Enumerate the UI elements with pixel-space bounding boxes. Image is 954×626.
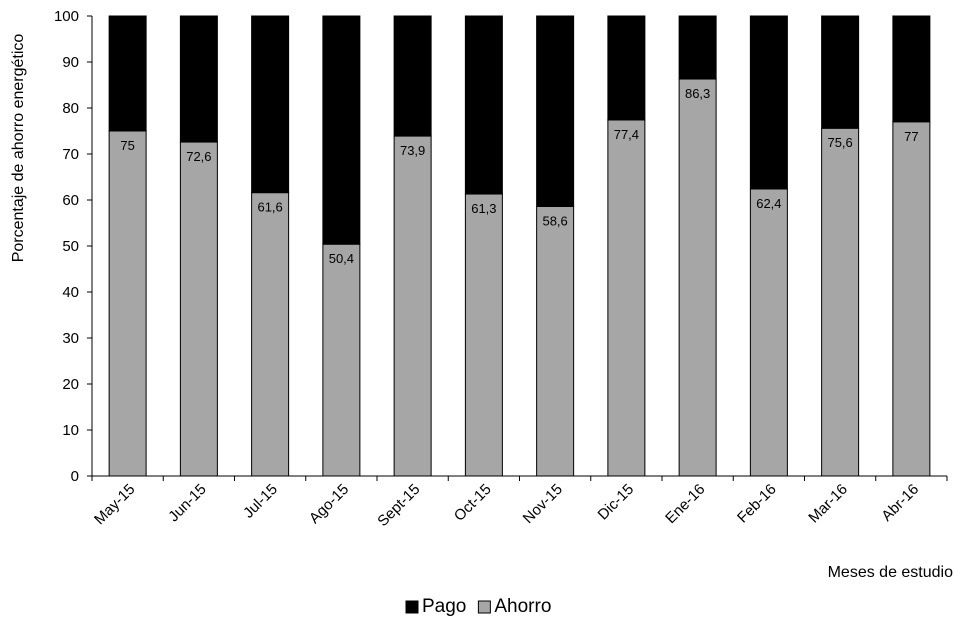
- bar-ahorro: [393, 135, 432, 477]
- legend-label-ahorro: Ahorro: [494, 596, 551, 617]
- bar-ahorro: [892, 121, 931, 477]
- bar-pago: [393, 15, 432, 137]
- y-axis: 0 10 20 30 40 50 60 70 80 90 100: [54, 8, 93, 485]
- x-tick-label: Mar-16: [805, 481, 851, 527]
- y-tick-label: 40: [62, 284, 79, 301]
- x-tick-label: Feb-16: [734, 481, 780, 527]
- y-tick-label: 10: [62, 422, 79, 439]
- x-tick-label: Nov-15: [520, 481, 566, 527]
- x-tick-label: Jul-15: [240, 481, 281, 522]
- bar-pago: [821, 15, 860, 129]
- x-tick-label: Sept-15: [374, 481, 423, 530]
- bar-ahorro: [821, 127, 860, 477]
- bar-pago: [322, 15, 361, 245]
- data-label: 86,3: [685, 86, 710, 101]
- data-label: 77,4: [614, 127, 639, 142]
- bar-pago: [108, 15, 147, 132]
- bar-pago: [678, 15, 717, 80]
- legend-label-pago: Pago: [422, 596, 466, 617]
- bar-ahorro: [108, 130, 147, 477]
- x-tick-label: Oct-15: [451, 481, 495, 525]
- y-axis-title: Porcentaje de ahorro energético: [10, 34, 27, 263]
- legend-swatch-ahorro: [477, 600, 491, 614]
- x-tick-label: May-15: [91, 481, 138, 528]
- bar-pago: [749, 15, 788, 190]
- bar-ahorro: [678, 78, 717, 477]
- legend: Pago Ahorro: [405, 596, 551, 617]
- x-axis-title: Meses de estudio: [828, 564, 954, 581]
- bar-ahorro: [251, 192, 290, 477]
- data-label: 58,6: [542, 213, 567, 228]
- bars-group: [108, 15, 931, 477]
- y-tick-label: 30: [62, 330, 79, 347]
- x-tick-label: Jun-15: [165, 481, 209, 525]
- data-label: 75,6: [827, 135, 852, 150]
- data-label: 61,6: [257, 200, 282, 215]
- y-tick-label: 20: [62, 376, 79, 393]
- data-label: 73,9: [400, 143, 425, 158]
- bar-ahorro: [464, 193, 503, 477]
- data-label: 50,4: [329, 251, 354, 266]
- bar-ahorro: [322, 243, 361, 477]
- x-tick-label: Dic-15: [595, 481, 638, 524]
- bar-ahorro: [536, 205, 575, 477]
- bar-ahorro: [749, 188, 788, 477]
- x-tick-label: Ene-16: [662, 481, 708, 527]
- bar-ahorro: [179, 141, 218, 477]
- y-tick-label: 70: [62, 146, 79, 163]
- y-tick-label: 50: [62, 238, 79, 255]
- y-tick-label: 80: [62, 100, 79, 117]
- legend-swatch-pago: [405, 600, 419, 614]
- data-labels-group: 75 72,6 61,6 50,4 73,9 61,3 58,6 77,4 86,3 62,4 75…: [120, 86, 918, 266]
- bar-pago: [892, 15, 931, 123]
- x-tick-label: Ago-15: [306, 481, 352, 527]
- x-tick-label: Abr-16: [878, 481, 922, 525]
- data-label: 77: [904, 129, 918, 144]
- y-tick-label: 90: [62, 54, 79, 71]
- x-axis: May-15 Jun-15 Jul-15 Ago-15 Sept-15 Oct-15 Nov…: [91, 475, 948, 530]
- bar-ahorro: [607, 119, 646, 477]
- bar-pago: [607, 15, 646, 121]
- data-label: 62,4: [756, 196, 781, 211]
- bar-pago: [251, 15, 290, 194]
- data-label: 72,6: [186, 149, 211, 164]
- data-label: 75: [120, 138, 134, 153]
- y-tick-label: 0: [71, 468, 79, 485]
- y-tick-label: 100: [54, 8, 79, 25]
- bar-pago: [464, 15, 503, 195]
- bar-pago: [536, 15, 575, 207]
- data-label: 61,3: [471, 201, 496, 216]
- bar-pago: [179, 15, 218, 143]
- y-tick-label: 60: [62, 192, 79, 209]
